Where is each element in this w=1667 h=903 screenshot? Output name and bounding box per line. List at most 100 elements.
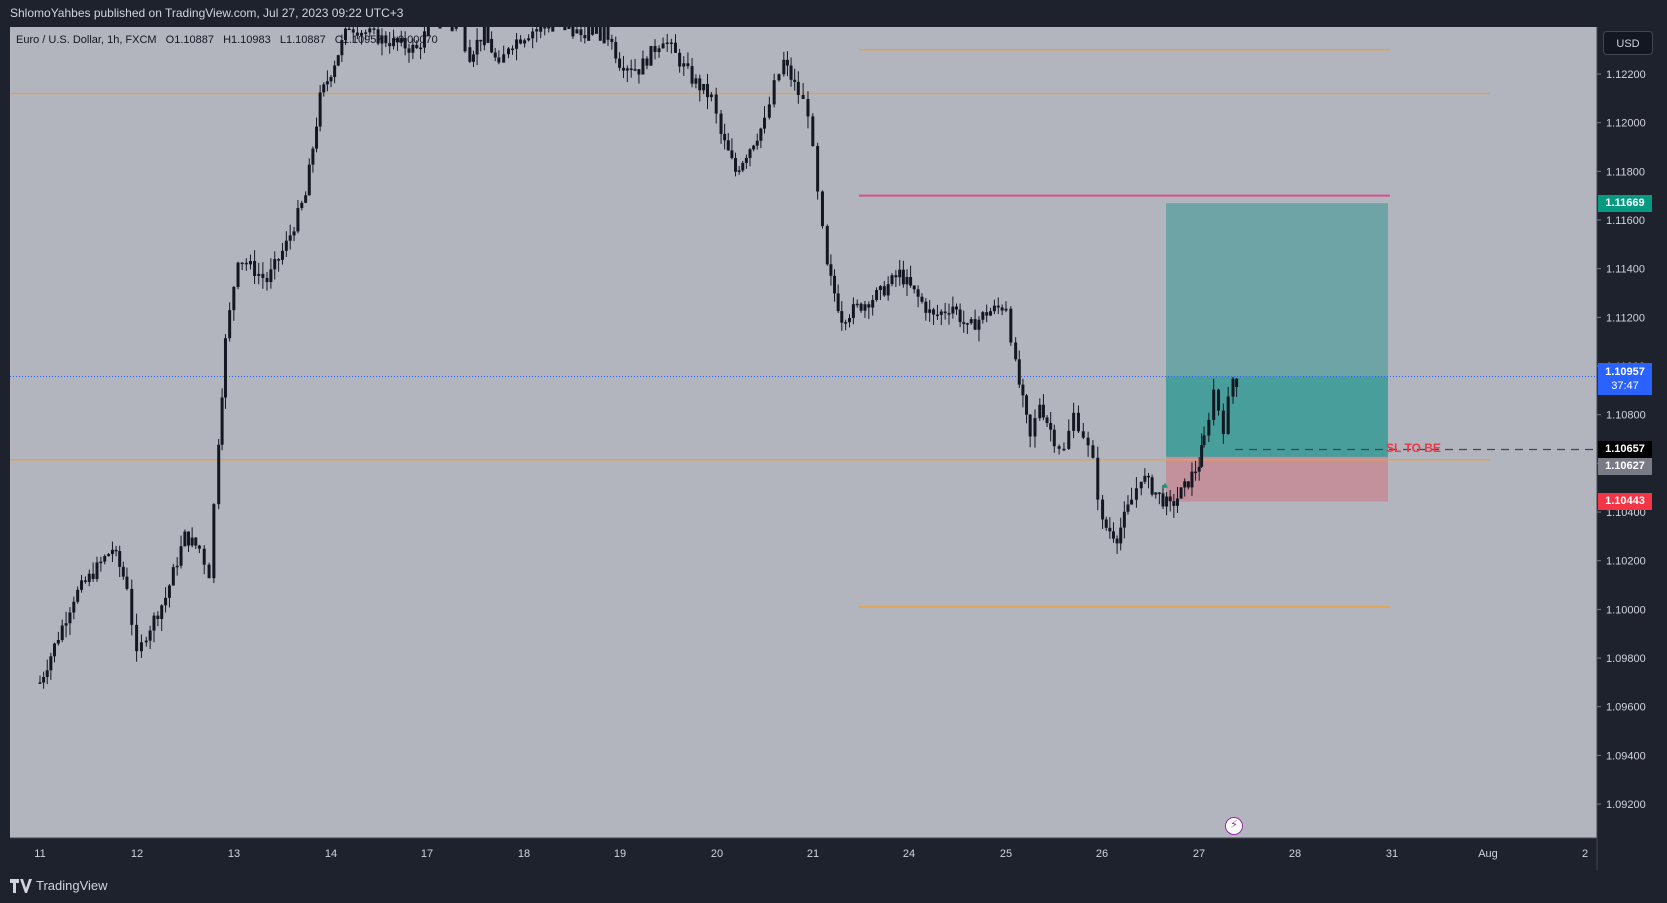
candle-body bbox=[543, 27, 547, 29]
candle-body bbox=[490, 38, 494, 53]
price-axis bbox=[1597, 27, 1663, 838]
candle-body bbox=[1154, 492, 1158, 495]
candle-body bbox=[836, 293, 840, 312]
candle-body bbox=[1119, 527, 1123, 544]
x-tick-label: 24 bbox=[903, 848, 915, 860]
x-tick-label: 13 bbox=[228, 848, 240, 860]
candle-body bbox=[197, 545, 201, 549]
candle-body bbox=[863, 304, 867, 311]
candle-body bbox=[232, 286, 236, 311]
candle-body bbox=[730, 150, 734, 159]
candle-body bbox=[702, 83, 706, 91]
candle-body bbox=[261, 273, 265, 278]
candle-body bbox=[318, 92, 322, 127]
candle-body bbox=[833, 275, 837, 294]
candle-body bbox=[709, 94, 713, 98]
candle-body bbox=[1221, 410, 1225, 434]
candle-body bbox=[364, 32, 368, 34]
candle-body bbox=[928, 309, 932, 313]
candle-body bbox=[502, 54, 506, 63]
candle-body bbox=[1226, 396, 1230, 434]
candle-body bbox=[755, 140, 759, 146]
candle-body bbox=[898, 269, 902, 278]
candle-body bbox=[1157, 492, 1161, 494]
candle-body bbox=[395, 38, 399, 43]
x-tick-label: 20 bbox=[711, 848, 723, 860]
candle-body bbox=[1045, 417, 1049, 423]
x-tick-label: 27 bbox=[1193, 848, 1205, 860]
chart-area[interactable] bbox=[10, 27, 1597, 870]
candle-body bbox=[307, 164, 311, 196]
x-tick-label: 18 bbox=[518, 848, 530, 860]
candle-body bbox=[403, 38, 407, 49]
candle-body bbox=[811, 116, 815, 147]
candle-body bbox=[996, 305, 1000, 308]
candle-body bbox=[985, 312, 989, 316]
candle-body bbox=[1161, 493, 1165, 507]
candle-body bbox=[76, 589, 80, 602]
publish-info: ShlomoYahbes published on TradingView.co… bbox=[10, 6, 404, 20]
candle-body bbox=[1212, 389, 1216, 420]
candle-body bbox=[598, 27, 602, 41]
candle-body bbox=[871, 299, 875, 308]
candle-body bbox=[882, 286, 886, 296]
last-price-value: 1.10957 bbox=[1605, 366, 1645, 379]
candle-body bbox=[265, 277, 269, 283]
candle-body bbox=[419, 47, 423, 50]
candle-body bbox=[292, 231, 296, 236]
candle-body bbox=[1104, 519, 1108, 528]
x-tick-label: 28 bbox=[1289, 848, 1301, 860]
candle-body bbox=[886, 284, 890, 296]
candle-body bbox=[1130, 499, 1134, 505]
candle-body bbox=[471, 54, 475, 62]
candle-body bbox=[240, 262, 244, 265]
candle-body bbox=[52, 643, 56, 657]
candle-body bbox=[992, 305, 996, 312]
candle-body bbox=[1231, 378, 1235, 397]
candle-body bbox=[38, 682, 42, 684]
candle-body bbox=[606, 27, 610, 40]
candle-body bbox=[368, 28, 372, 33]
entry-price-badge: 1.10627 bbox=[1598, 458, 1652, 476]
candle-body bbox=[148, 630, 152, 641]
candle-body bbox=[493, 52, 497, 58]
candle-body bbox=[1202, 435, 1206, 446]
candle-body bbox=[625, 68, 629, 71]
candle-body bbox=[706, 83, 710, 98]
footer-brand: TradingView bbox=[10, 878, 108, 893]
candle-body bbox=[422, 31, 426, 48]
candle-body bbox=[973, 319, 977, 330]
y-tick-label: 1.12000 bbox=[1606, 118, 1646, 130]
candle-body bbox=[867, 304, 871, 308]
lightning-icon[interactable]: ⚡ bbox=[1225, 817, 1243, 835]
x-tick-label: 19 bbox=[614, 848, 626, 860]
currency-button[interactable]: USD bbox=[1603, 31, 1653, 55]
candle-body bbox=[653, 46, 657, 53]
candle-body bbox=[407, 48, 411, 53]
candle-body bbox=[80, 580, 84, 590]
candle-body bbox=[167, 585, 171, 598]
y-tick-label: 1.09200 bbox=[1606, 799, 1646, 811]
candle-body bbox=[962, 322, 966, 324]
candle-body bbox=[1139, 481, 1143, 489]
candle-body bbox=[244, 262, 248, 265]
candle-body bbox=[311, 148, 315, 165]
candle-body bbox=[686, 63, 690, 67]
candle-body bbox=[939, 311, 943, 315]
candle-body bbox=[744, 157, 748, 163]
candle-body bbox=[793, 79, 797, 82]
candle-body bbox=[806, 98, 810, 117]
candle-body bbox=[1081, 431, 1085, 438]
candle-body bbox=[340, 40, 344, 56]
candle-body bbox=[217, 444, 221, 505]
candle-body bbox=[563, 27, 567, 31]
candle-body bbox=[682, 63, 686, 67]
y-tick-label: 1.11600 bbox=[1606, 215, 1645, 227]
candle-body bbox=[144, 640, 148, 643]
candle-body bbox=[121, 566, 125, 577]
candle-body bbox=[1049, 422, 1053, 430]
candle-body bbox=[878, 286, 882, 290]
candle-body bbox=[1072, 412, 1076, 431]
candle-body bbox=[399, 38, 403, 43]
